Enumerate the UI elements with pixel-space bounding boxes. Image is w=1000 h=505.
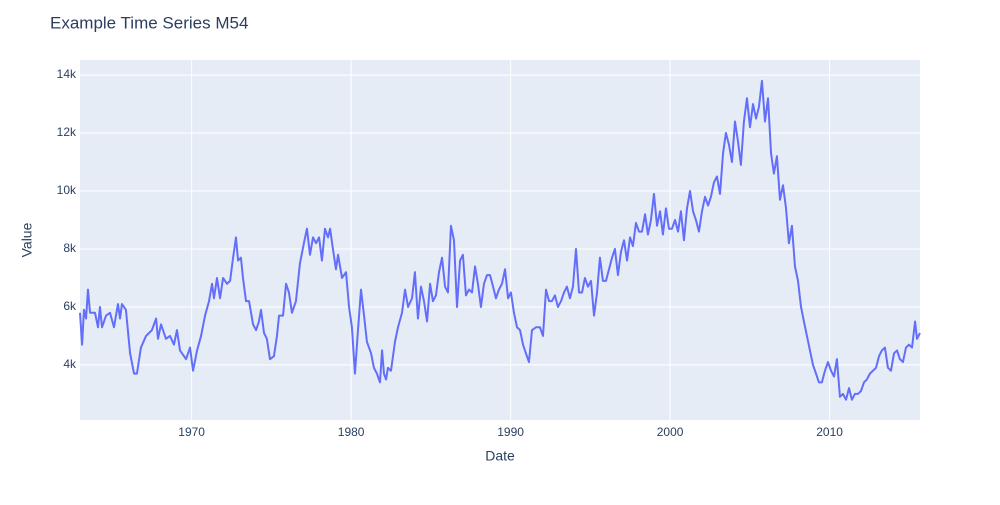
x-tick-label: 1990 — [497, 425, 524, 439]
x-tick-label: 1970 — [178, 425, 205, 439]
chart-title: Example Time Series M54 — [50, 13, 248, 32]
y-tick-label: 8k — [63, 241, 77, 255]
x-tick-label: 2000 — [657, 425, 684, 439]
y-tick-label: 14k — [57, 67, 77, 81]
y-tick-label: 12k — [57, 125, 77, 139]
y-tick-label: 4k — [63, 357, 77, 371]
y-tick-label: 10k — [57, 183, 77, 197]
x-tick-label: 2010 — [816, 425, 843, 439]
x-tick-label: 1980 — [338, 425, 365, 439]
x-axis-title: Date — [485, 448, 515, 464]
series-line — [79, 79, 921, 401]
plot-area — [80, 60, 920, 420]
y-axis-title: Value — [19, 222, 35, 257]
y-tick-label: 6k — [63, 299, 77, 313]
